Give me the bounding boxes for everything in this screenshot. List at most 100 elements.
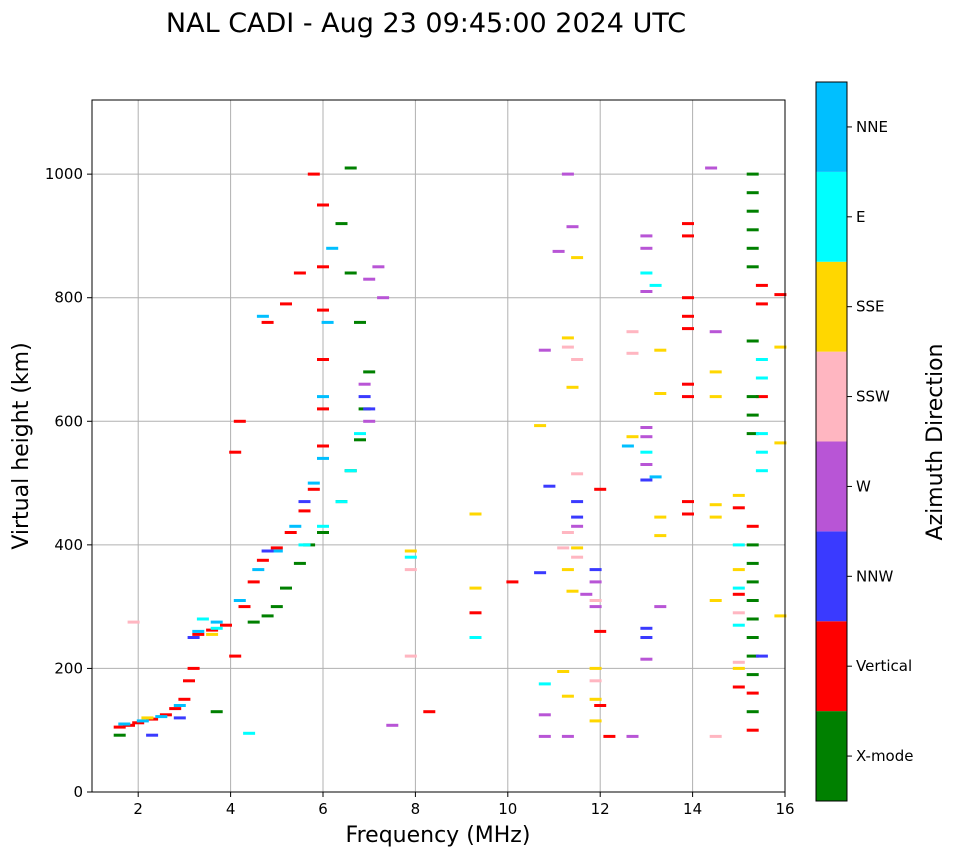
data-point xyxy=(317,358,329,361)
y-axis-ticks: 0 200 400 600 800 1000 xyxy=(45,165,92,801)
data-point xyxy=(709,599,722,602)
data-point xyxy=(571,358,584,361)
data-point xyxy=(146,733,159,737)
colorbar-segment xyxy=(816,621,847,712)
data-point xyxy=(732,623,745,627)
y-tick-label: 0 xyxy=(73,783,83,801)
data-point xyxy=(709,395,722,399)
data-point xyxy=(196,617,209,621)
data-point xyxy=(118,722,131,726)
data-point xyxy=(709,503,722,507)
data-point xyxy=(206,632,219,636)
colorbar: X-mode Vertical NNW W SSW SSE E NNE xyxy=(815,81,913,802)
colorbar-category-label: NNW xyxy=(856,567,893,585)
data-point xyxy=(220,623,232,627)
x-tick-label: 8 xyxy=(411,800,421,818)
colorbar-category-label: SSE xyxy=(856,298,885,316)
data-point xyxy=(561,345,574,349)
data-point xyxy=(127,620,140,624)
colorbar-category-label: NNE xyxy=(856,118,888,136)
data-point xyxy=(589,719,602,723)
data-point xyxy=(280,302,292,306)
data-point xyxy=(746,246,759,250)
colorbar-segment xyxy=(816,82,847,172)
data-point xyxy=(469,586,482,590)
data-point xyxy=(682,395,694,399)
data-point xyxy=(317,308,329,312)
x-tick-label: 16 xyxy=(775,800,794,818)
data-point xyxy=(469,636,482,639)
colorbar-segment xyxy=(816,711,847,801)
data-point xyxy=(344,469,357,473)
data-point xyxy=(732,666,745,670)
data-point xyxy=(317,444,329,448)
data-point xyxy=(682,234,694,238)
data-point xyxy=(654,515,667,519)
data-point xyxy=(732,586,745,590)
data-point xyxy=(732,506,745,510)
data-point xyxy=(654,348,667,352)
data-point xyxy=(640,271,653,275)
data-point xyxy=(603,734,616,738)
data-point xyxy=(682,296,694,300)
data-point xyxy=(363,277,376,281)
data-point xyxy=(317,203,329,207)
data-point xyxy=(746,673,759,677)
data-point xyxy=(280,586,292,590)
data-point xyxy=(640,234,653,238)
data-point xyxy=(155,715,168,719)
data-point xyxy=(626,734,639,738)
data-point xyxy=(746,172,759,176)
data-point xyxy=(580,592,593,596)
data-point xyxy=(317,531,329,534)
data-point xyxy=(732,568,745,572)
colorbar-category-label: E xyxy=(856,208,865,226)
data-point xyxy=(589,580,602,584)
colorbar-category-label: Vertical xyxy=(856,657,912,675)
data-point xyxy=(640,463,653,466)
series-e xyxy=(196,271,768,735)
data-point xyxy=(363,419,376,423)
data-point xyxy=(746,339,759,343)
data-point xyxy=(372,265,385,269)
data-point xyxy=(270,549,283,553)
data-point xyxy=(571,555,584,559)
data-point xyxy=(682,512,694,516)
data-point xyxy=(377,296,390,300)
data-point xyxy=(755,654,768,658)
colorbar-segment xyxy=(816,171,847,262)
data-point xyxy=(594,704,607,707)
data-point xyxy=(289,524,302,528)
data-point xyxy=(640,626,653,630)
data-point xyxy=(557,670,570,673)
data-point xyxy=(404,555,417,559)
data-point xyxy=(358,395,371,399)
y-tick-label: 600 xyxy=(54,412,83,430)
data-point xyxy=(755,302,768,306)
y-tick-label: 400 xyxy=(54,536,83,554)
data-point xyxy=(561,336,574,340)
data-point xyxy=(746,599,759,602)
data-point xyxy=(113,733,126,737)
data-point xyxy=(538,734,551,738)
data-point xyxy=(682,314,694,318)
colorbar-segment xyxy=(816,351,847,442)
data-point xyxy=(307,172,320,176)
data-point xyxy=(649,475,662,479)
data-point xyxy=(746,432,759,436)
data-point xyxy=(746,617,759,621)
data-point xyxy=(640,246,653,250)
data-point xyxy=(640,657,653,661)
data-point xyxy=(755,395,768,399)
data-point xyxy=(746,209,759,213)
data-point xyxy=(755,469,768,473)
data-point xyxy=(317,395,329,399)
colorbar-segment xyxy=(816,531,847,622)
data-point xyxy=(709,734,722,738)
plot-frame xyxy=(91,99,786,793)
grid-lines xyxy=(92,100,786,793)
data-point xyxy=(571,546,584,550)
data-point xyxy=(261,549,274,553)
data-point xyxy=(566,385,579,389)
